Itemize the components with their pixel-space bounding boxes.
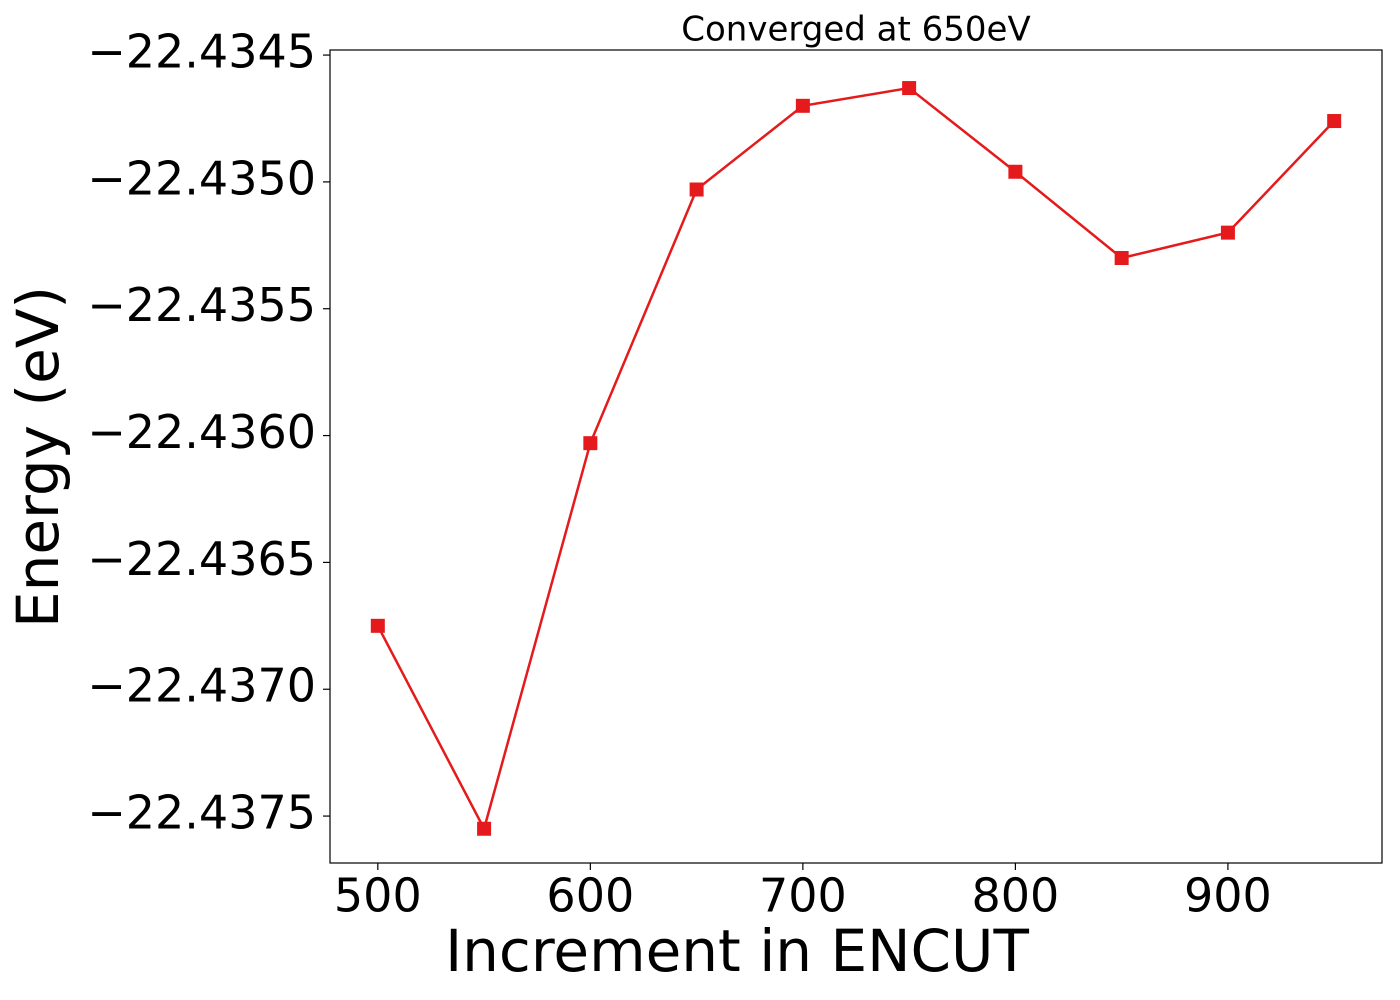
x-axis-label: Increment in ENCUT [445, 917, 1029, 985]
marker [583, 436, 598, 451]
y-tick-label: −22.4355 [87, 278, 316, 332]
marker [795, 98, 810, 113]
marker [1114, 251, 1129, 266]
marker [689, 182, 704, 197]
y-tick-label: −22.4345 [87, 25, 316, 79]
y-tick-label: −22.4360 [87, 405, 316, 459]
plot-frame [329, 49, 1383, 864]
line [376, 86, 1336, 833]
x-tick-label: 500 [334, 869, 422, 923]
marker [477, 821, 492, 836]
y-axis-label: Energy (eV) [4, 286, 72, 628]
marker [1327, 114, 1342, 129]
marker [1220, 225, 1235, 240]
x-tick-label: 800 [971, 869, 1059, 923]
y-tick-label: −22.4375 [87, 786, 316, 840]
y-tick-label: −22.4350 [87, 151, 316, 205]
x-tick-label: 700 [759, 869, 847, 923]
marker [370, 618, 385, 633]
marker [902, 81, 917, 96]
x-tick-label: 600 [546, 869, 634, 923]
y-tick-label: −22.4365 [87, 532, 316, 586]
y-tick-label: −22.4370 [87, 659, 316, 713]
x-tick-label: 900 [1184, 869, 1272, 923]
marker [1008, 164, 1023, 179]
chart-title: Converged at 650eV [681, 10, 1030, 50]
